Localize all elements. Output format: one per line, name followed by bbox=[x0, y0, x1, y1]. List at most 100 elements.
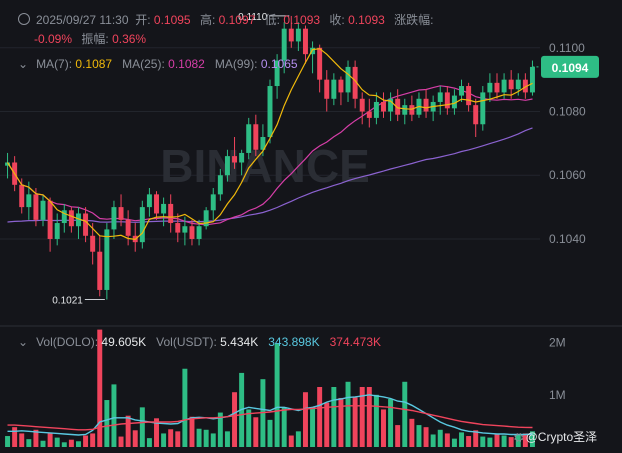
candle-body bbox=[97, 251, 103, 290]
author-watermark: ⛭ @Crypto圣泽 bbox=[514, 428, 597, 445]
candle-body bbox=[515, 79, 521, 90]
volume-bar bbox=[47, 433, 53, 447]
volume-bar bbox=[338, 397, 344, 447]
share-icon: ⛭ bbox=[514, 430, 524, 444]
volume-tick-label: 1M bbox=[549, 388, 566, 402]
candle-body bbox=[310, 47, 316, 55]
volume-bar bbox=[331, 387, 337, 447]
price-annotations: 0.1110 0.1021 bbox=[52, 12, 290, 307]
candle-body bbox=[19, 184, 25, 208]
candle-body bbox=[451, 95, 457, 109]
candle-body bbox=[260, 137, 266, 150]
vol-dolo-value: 49.605K bbox=[101, 335, 147, 349]
volume-axis: 2M 1M bbox=[549, 336, 566, 402]
volume-bar bbox=[189, 416, 195, 447]
candle-body bbox=[75, 213, 81, 227]
volume-bar bbox=[246, 409, 252, 447]
volume-bar bbox=[196, 428, 202, 447]
candle-body bbox=[295, 28, 301, 42]
candle-body bbox=[338, 79, 344, 93]
author-handle: @Crypto圣泽 bbox=[525, 430, 598, 444]
candle-body bbox=[302, 28, 308, 55]
volume-ma-lines bbox=[7, 394, 533, 436]
ma25-path bbox=[6, 85, 533, 226]
ohlc-header: 2025/09/27 11:30 开: 0.1095 高: 0.1097 低: … bbox=[18, 11, 433, 28]
candle-body bbox=[239, 152, 245, 163]
volume-ma-b-path bbox=[7, 405, 533, 431]
candle-body bbox=[210, 194, 216, 211]
volume-bar bbox=[345, 381, 351, 447]
change-value: -0.09% bbox=[34, 32, 73, 46]
chevron-down-icon[interactable]: ⌄ bbox=[18, 335, 29, 349]
volume-bar bbox=[388, 399, 394, 447]
volume-bar bbox=[352, 397, 358, 447]
volume-bar bbox=[310, 407, 316, 447]
ma99-value: 0.1065 bbox=[260, 57, 298, 71]
price-tick-label: 0.1040 bbox=[549, 232, 586, 246]
low-value: 0.1093 bbox=[283, 13, 321, 27]
volume-bar bbox=[104, 400, 110, 447]
candle-body bbox=[125, 219, 131, 236]
candle-body bbox=[473, 105, 479, 125]
volume-bar bbox=[5, 436, 11, 447]
volume-bar bbox=[224, 431, 230, 447]
volume-bar bbox=[267, 419, 273, 447]
candle-body bbox=[104, 229, 110, 290]
volume-bar bbox=[132, 430, 138, 447]
volume-bar bbox=[154, 418, 159, 447]
volume-tick-label: 2M bbox=[549, 336, 566, 350]
volume-bar bbox=[253, 417, 259, 447]
candle-body bbox=[267, 86, 273, 138]
volume-bar bbox=[522, 433, 528, 447]
candle-body bbox=[288, 28, 294, 42]
amplitude-label: 振幅: bbox=[81, 32, 109, 46]
vol-dolo-label: Vol(DOLO): bbox=[36, 335, 99, 349]
candle-body bbox=[111, 207, 117, 230]
candle-body bbox=[345, 66, 351, 93]
candle-body bbox=[217, 175, 223, 195]
volume-bar bbox=[288, 435, 294, 447]
candle-body bbox=[161, 203, 167, 214]
candle-body bbox=[508, 79, 514, 90]
ma99-path bbox=[7, 127, 533, 223]
volume-bar bbox=[26, 439, 32, 447]
candle-body bbox=[324, 79, 330, 99]
volume-bar bbox=[161, 433, 167, 447]
volume-bar bbox=[203, 429, 209, 447]
candle-body bbox=[529, 66, 535, 93]
volume-bar bbox=[232, 392, 238, 447]
candle-body bbox=[196, 226, 202, 239]
candle-body bbox=[373, 101, 379, 118]
candle-body bbox=[175, 223, 181, 233]
volume-bar bbox=[381, 409, 386, 447]
candle-body bbox=[388, 98, 394, 112]
volume-bar bbox=[12, 427, 18, 447]
candle-body bbox=[83, 213, 89, 236]
chevron-down-icon[interactable]: ⌄ bbox=[18, 57, 29, 71]
volume-bar bbox=[83, 435, 89, 447]
volume-bar bbox=[302, 392, 308, 447]
candle-body bbox=[139, 207, 145, 243]
candle-body bbox=[444, 92, 450, 109]
volume-bar bbox=[324, 402, 330, 447]
candle-body bbox=[90, 235, 96, 252]
volume-bar bbox=[359, 387, 365, 447]
volume-bar bbox=[473, 430, 479, 447]
open-value: 0.1095 bbox=[153, 13, 191, 27]
candle-body bbox=[487, 82, 493, 93]
ma7-line bbox=[6, 48, 533, 241]
volume-bar bbox=[90, 433, 96, 447]
candle-body bbox=[61, 210, 67, 224]
volume-bar bbox=[395, 425, 401, 447]
high-annotation: 0.1110 bbox=[238, 12, 268, 23]
candle-body bbox=[480, 92, 486, 125]
candle-body bbox=[47, 200, 53, 239]
ma7-value: 0.1087 bbox=[75, 57, 113, 71]
candle-body bbox=[409, 105, 415, 115]
volume-bar bbox=[366, 387, 372, 447]
ma99-line bbox=[7, 127, 533, 223]
candle-body bbox=[154, 194, 159, 214]
candle-body bbox=[168, 203, 174, 224]
current-price-tag: 0.1094 bbox=[532, 55, 599, 78]
